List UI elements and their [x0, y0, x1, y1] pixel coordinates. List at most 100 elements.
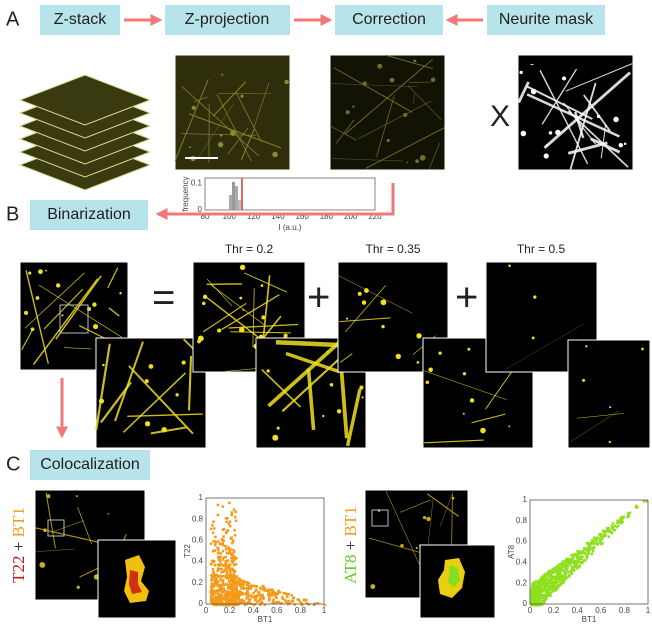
neurite	[21, 329, 34, 350]
scatter-dot	[568, 563, 572, 566]
scatter-dot	[225, 582, 228, 586]
scatter-dot	[213, 573, 216, 577]
scatter-dot	[542, 580, 545, 584]
scatter-dot	[224, 562, 227, 565]
scatter-dot	[535, 598, 539, 601]
scatter-dot	[287, 592, 290, 596]
scatter-dot	[542, 595, 545, 598]
axis-label: BT1	[258, 615, 273, 624]
scatter-dot	[554, 580, 557, 584]
neurite	[423, 370, 507, 400]
scatter-dot	[223, 589, 227, 593]
scatter-dot	[602, 532, 606, 535]
scatter-dot	[283, 598, 287, 602]
scatter-dot	[220, 601, 223, 604]
scatter-dot	[212, 596, 216, 600]
neurite	[206, 278, 233, 307]
x-tick-label: 0.6	[595, 606, 607, 615]
neurite	[526, 85, 593, 120]
puncta	[326, 350, 329, 353]
scatter-dot	[595, 538, 598, 542]
scatter-dot	[613, 529, 616, 532]
scatter-dot	[217, 549, 220, 552]
neurite	[345, 388, 362, 447]
scatter-dot	[228, 574, 231, 578]
scatter-dot	[627, 513, 630, 517]
scatter-dot	[216, 551, 220, 555]
scatter-dot	[277, 589, 280, 593]
scatter-dot	[219, 590, 223, 593]
scatter-dot	[536, 596, 539, 599]
scatter-dot	[220, 593, 223, 596]
scatter-dot	[241, 591, 244, 595]
scatter-dot	[235, 587, 239, 591]
neurite	[210, 284, 265, 326]
scatter-dot	[232, 573, 236, 577]
neurite	[376, 95, 395, 158]
puncta	[76, 585, 80, 589]
neurite	[424, 439, 484, 444]
scatter-dot	[636, 506, 639, 509]
scatter-dot	[536, 603, 540, 606]
neurite	[541, 68, 578, 125]
scatter-dot	[210, 587, 213, 590]
scatter-dot	[219, 586, 222, 589]
scatter-dot	[246, 601, 250, 604]
puncta	[260, 284, 264, 287]
scatter-dot	[255, 584, 258, 588]
scatter-dot	[210, 574, 213, 577]
scatter-dot	[533, 586, 537, 589]
scatter-dot	[209, 589, 213, 592]
scatter-dot	[255, 588, 258, 592]
scatter-dot	[215, 573, 218, 577]
puncta	[217, 141, 224, 148]
puncta	[395, 353, 401, 360]
neurite	[55, 275, 102, 340]
scatter-dot	[530, 593, 533, 596]
step-box	[165, 5, 290, 35]
image-background	[567, 339, 651, 449]
image-background	[174, 54, 291, 171]
scatter-dot	[224, 531, 228, 535]
scatter-dot	[231, 584, 235, 588]
scatter-dot	[218, 583, 222, 587]
x-tick-label: 0	[528, 606, 533, 615]
scatter-dot	[248, 600, 251, 603]
neurite	[365, 127, 445, 169]
scatter-dot	[566, 565, 570, 568]
threshold-label: Thr = 0.35	[365, 242, 420, 256]
neurite	[240, 128, 255, 161]
scatter-dot	[534, 593, 537, 596]
scatter-dot	[567, 557, 570, 561]
scatter-dot	[281, 596, 284, 599]
y-tick-label: 0.1	[191, 178, 203, 187]
puncta	[240, 94, 244, 98]
y-tick-label: 1	[523, 495, 528, 504]
scatter-dot	[577, 552, 581, 555]
neurite	[344, 58, 434, 135]
scatter-dot	[537, 579, 541, 583]
y-tick-label: 0.8	[516, 516, 528, 525]
scatter-dot	[287, 599, 290, 603]
scatter-dot	[597, 537, 600, 540]
scatter-dot	[289, 601, 292, 605]
scatter-dot	[555, 569, 558, 573]
neurite	[526, 93, 621, 138]
scatter-dot	[540, 596, 543, 599]
puncta	[181, 360, 186, 365]
scatter-dot	[581, 549, 585, 553]
scatter-dot	[235, 556, 238, 560]
y-tick-label: 1	[199, 493, 204, 502]
scatter-dot	[545, 597, 548, 600]
scatter-dot	[213, 563, 217, 567]
scatter-dot	[221, 570, 225, 573]
neurite	[225, 368, 258, 372]
scatter-dot	[540, 582, 544, 585]
neurite	[114, 341, 144, 422]
neurite	[107, 267, 119, 289]
step-box	[30, 450, 150, 480]
scatter-dot	[255, 595, 259, 598]
scatter-dot	[619, 517, 622, 520]
scatter-dot	[217, 584, 220, 587]
scatter-dot	[544, 580, 548, 583]
